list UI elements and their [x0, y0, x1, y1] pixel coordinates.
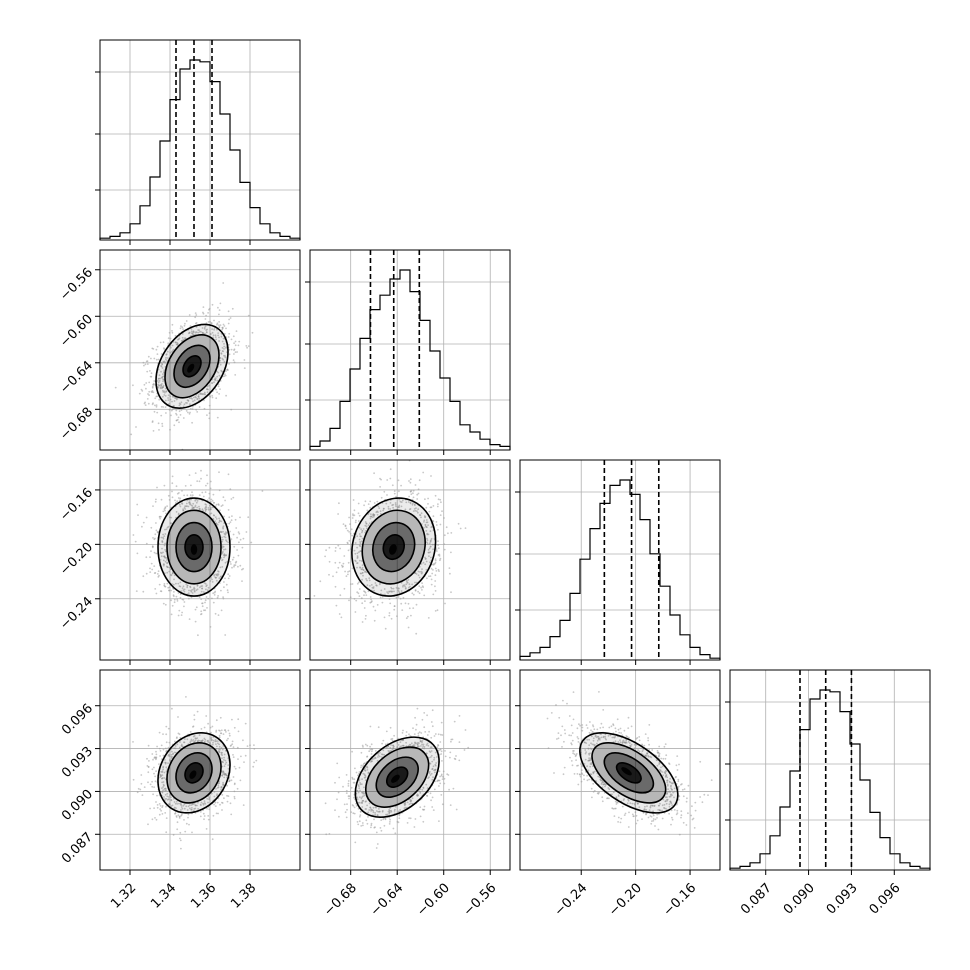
tick-label-x: −0.56	[461, 881, 500, 920]
hist-step-line	[729, 689, 931, 870]
hist-panel-1	[305, 249, 511, 455]
contour-line	[351, 497, 437, 597]
hist-panel-3: 0.087 0.090 0.093 0.096	[725, 669, 931, 918]
tick-label-x: 1.34	[148, 881, 179, 912]
contour-line	[385, 766, 409, 788]
scatter-panel-3-1: −0.68 −0.64 −0.60 −0.56	[305, 669, 511, 920]
contour-line	[591, 742, 667, 804]
contour-line	[184, 534, 204, 561]
contour-line	[182, 355, 202, 378]
hist-frame	[309, 249, 511, 451]
tick-label-x: 0.087	[738, 881, 775, 918]
tick-label-y: −0.60	[57, 312, 96, 351]
hist-step-line	[309, 269, 511, 450]
tick-label-y: −0.56	[57, 265, 96, 304]
contour-line	[155, 323, 229, 409]
contour-line	[164, 334, 220, 399]
contour-line	[166, 509, 222, 585]
tick-label-x: 0.093	[824, 881, 861, 918]
tick-label-y: −0.16	[57, 485, 96, 524]
tick-label-y: −0.24	[57, 594, 96, 633]
tick-label-x: 1.38	[228, 881, 259, 912]
scatter-panel-2-0: −0.24 −0.20 −0.16	[57, 459, 301, 665]
scatter-panel-1-0: −0.68 −0.64 −0.60 −0.56	[57, 249, 301, 455]
tick-label-x: −0.60	[414, 881, 453, 920]
tick-label-x: 0.090	[781, 881, 818, 918]
contour-line	[354, 736, 440, 818]
scatter-panel-3-2: −0.24 −0.20 −0.16	[515, 669, 721, 920]
contour-line	[375, 756, 419, 798]
tick-label-x: 1.36	[188, 881, 219, 912]
contour-line	[173, 344, 211, 389]
tick-label-y: −0.68	[57, 405, 96, 444]
scatter-points	[546, 691, 713, 836]
contour-line	[382, 534, 405, 561]
contour-line	[175, 521, 213, 573]
tick-label-x: 1.32	[108, 881, 139, 912]
contour-line	[157, 732, 231, 814]
hist-step-line	[99, 59, 301, 240]
tick-label-y: 0.087	[59, 830, 96, 867]
hist-panel-2	[515, 459, 721, 665]
hist-step-line	[519, 479, 721, 660]
density-peak	[187, 363, 195, 373]
contour-line	[175, 752, 213, 794]
tick-label-y: 0.096	[59, 701, 96, 738]
tick-label-y: 0.093	[59, 744, 96, 781]
contour-line	[603, 752, 655, 794]
tick-label-x: −0.68	[321, 881, 360, 920]
hist-frame	[519, 459, 721, 661]
tick-label-x: −0.16	[661, 881, 700, 920]
scatter-panel-2-1	[305, 459, 511, 665]
contour-line	[157, 497, 231, 597]
scatter-frame	[99, 669, 301, 871]
contour-line	[361, 509, 426, 585]
scatter-points	[114, 282, 254, 450]
density-peak	[390, 774, 400, 783]
tick-label-x: 0.096	[867, 881, 904, 918]
tick-label-x: −0.24	[552, 881, 591, 920]
scatter-points	[132, 696, 258, 850]
contour-line	[371, 521, 416, 573]
scatter-frame	[519, 669, 721, 871]
density-peak	[389, 544, 397, 555]
contour-line	[365, 746, 430, 808]
scatter-frame	[309, 459, 511, 661]
contour-line	[166, 742, 222, 804]
density-peak	[190, 544, 198, 555]
scatter-frame	[309, 669, 511, 871]
scatter-frame	[99, 459, 301, 661]
hist-panel-0	[95, 39, 301, 245]
scatter-points	[324, 707, 470, 849]
contour-line	[615, 762, 642, 784]
tick-label-y: −0.20	[57, 540, 96, 579]
scatter-panel-3-0: 1.32 1.34 1.36 1.38 0.087 0.090 0.093 0.096	[59, 669, 301, 912]
contour-line	[579, 732, 679, 814]
panels: 0.087 0.090 0.093 0.096−0.68−0.64−0.60−0.56…	[57, 39, 931, 920]
tick-label-x: −0.64	[368, 881, 407, 920]
scatter-frame	[99, 249, 301, 451]
hist-frame	[729, 669, 931, 871]
contour-line	[184, 762, 204, 784]
tick-label-y: 0.090	[59, 787, 96, 824]
scatter-points	[132, 469, 264, 637]
density-peak	[621, 767, 632, 776]
tick-label-x: −0.20	[606, 881, 645, 920]
density-peak	[189, 770, 197, 779]
hist-frame	[99, 39, 301, 241]
tick-label-y: −0.64	[57, 358, 96, 397]
scatter-points	[313, 460, 467, 635]
